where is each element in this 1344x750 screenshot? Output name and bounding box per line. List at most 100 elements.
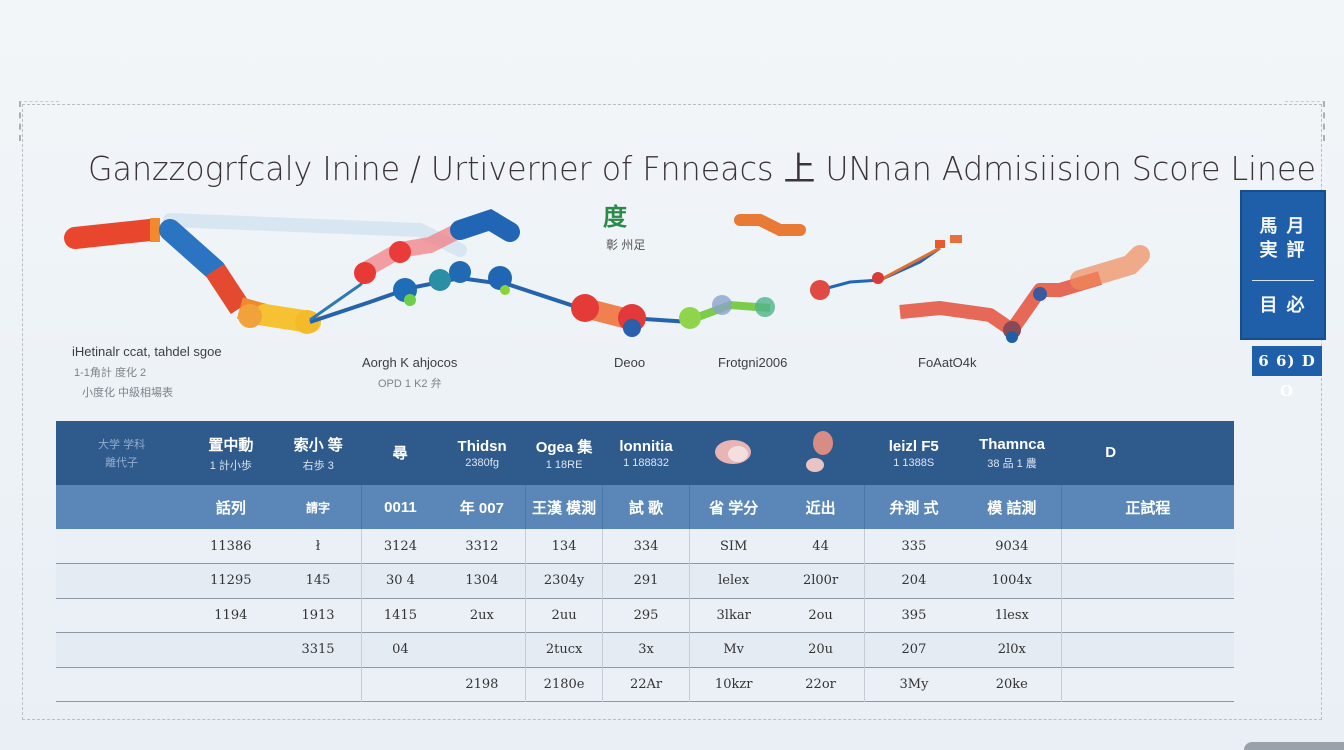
table-cell: 2ux <box>469 607 494 623</box>
table-cell: 22Ar <box>601 667 690 702</box>
table-cell: 1913 <box>301 607 335 623</box>
table-cell <box>56 633 187 668</box>
column-subheader: 正試程 <box>1060 485 1234 529</box>
column-header: 置中動 1 計小歩 <box>208 436 254 472</box>
column-subheader: 話列 <box>215 499 246 517</box>
table-cell: 207 <box>864 632 963 667</box>
table-cell: SIM <box>689 529 778 564</box>
column-header: Thamnca 38 品 1 農 <box>979 435 1045 470</box>
column-subheader: 王漢 模測 <box>525 485 603 529</box>
chart-title: Ganzzogrfcaly Inine / Urtiverner of Fnne… <box>88 149 1317 188</box>
table-cell: 3124 <box>361 529 439 564</box>
table-cell: 1415 <box>361 598 439 633</box>
table-cell <box>1060 598 1234 633</box>
column-header: 尋 <box>392 444 408 462</box>
table-cell: 1lesx <box>994 607 1029 623</box>
table-row: 3315 04 2tucx 3x Mv 20u 207 2l0x <box>56 632 1234 668</box>
table-cell <box>56 598 187 633</box>
table-cell: 2180e <box>525 667 603 702</box>
column-subheader: 年 007 <box>459 499 504 517</box>
column-header: leizl F5 1 1388S <box>888 437 939 469</box>
chart-plot <box>64 209 1150 343</box>
column-subheader: 0011 <box>361 485 439 529</box>
table-cell: 145 <box>305 573 331 589</box>
annotation-label: Deoo <box>614 355 646 370</box>
column-subheader: 近出 <box>805 499 836 517</box>
table-cell: 30 4 <box>361 563 439 598</box>
column-subheader: 請字 <box>305 500 330 515</box>
table-cell <box>187 667 274 702</box>
table-cell <box>187 633 274 668</box>
side-badge-bottom: 目 必 <box>1259 295 1307 315</box>
table-cell: 20ke <box>995 676 1028 692</box>
table-cell: 11295 <box>210 573 252 589</box>
annotation-label: FoAatO4k <box>918 355 977 370</box>
side-code-badge: 6 6) D O <box>1252 346 1322 400</box>
column-header: 大学 学科 離代子 <box>98 439 146 469</box>
table-row: 11386 ł 3124 3312 134 334 SIM 44 335 903… <box>56 529 1234 564</box>
table-cell <box>275 667 362 702</box>
table-row: 11295 145 30 4 1304 2304y 291 lelex 2l00… <box>56 563 1234 599</box>
infographic-frame <box>19 101 1325 720</box>
table-cell: 134 <box>525 529 603 564</box>
annotation-label: iHetinalr ccat, tahdel sgoe <box>72 344 222 359</box>
table-cell: 20u <box>808 642 834 658</box>
table-cell: 2tucx <box>525 632 603 667</box>
annotation-sublabel: OPD 1 K2 弁 <box>378 378 442 390</box>
column-header: D <box>1105 443 1117 461</box>
table-cell <box>56 667 187 702</box>
annotation-label: Aorgh K ahjocos <box>362 355 458 370</box>
table-cell <box>1060 632 1234 667</box>
table-cell <box>56 529 187 564</box>
table-cell: 11386 <box>210 538 252 554</box>
annotation-sublabel: 小度化 中級相場表 <box>82 387 174 399</box>
table-cell <box>438 633 525 668</box>
table-cell: 2ou <box>808 607 833 623</box>
table-cell <box>1060 563 1234 598</box>
table-cell <box>1060 529 1234 564</box>
table-cell: 291 <box>601 563 690 598</box>
table-cell: 295 <box>601 598 690 633</box>
table-cell: 335 <box>864 529 963 564</box>
annotation-label: Frotgni2006 <box>718 355 788 370</box>
annotation-sublabel: 1-1角計 度化 2 <box>74 367 147 379</box>
table-cell: lelex <box>689 563 778 598</box>
table-cell: 2l0x <box>997 642 1026 658</box>
corner-shade-decoration <box>1244 742 1344 750</box>
table-cell: 2304y <box>525 563 603 598</box>
table-subheader-row: 話列 請字 0011 年 007 王漢 模測 試 歌 省 学分 近出 弁測 式 … <box>56 485 1234 529</box>
table-cell: ł <box>315 538 321 554</box>
column-subheader <box>56 485 187 529</box>
small-chart-icon: 度 <box>603 204 627 231</box>
table-cell: 1004x <box>991 573 1032 589</box>
table-cell: 3312 <box>465 538 499 554</box>
table-cell: 3315 <box>301 642 335 658</box>
column-subheader: 省 学分 <box>689 485 778 529</box>
table-cell: 44 <box>812 538 829 554</box>
column-header-decoration <box>690 421 777 485</box>
table-cell: 334 <box>601 529 690 564</box>
column-header: 索小 等右歩 3 <box>293 436 343 472</box>
column-header: lonnitia 1 188832 <box>619 437 673 469</box>
frame-corner-decoration <box>19 101 59 141</box>
column-subheader: 試 歌 <box>601 485 690 529</box>
table-row: 1194 1913 1415 2ux 2uu 295 3lkar 2ou 395… <box>56 598 1234 633</box>
table-header-row: 大学 学科 離代子 置中動 1 計小歩 索小 等右歩 3 尋 Thidsn 2380f… <box>56 421 1234 485</box>
small-chart-label: 彰 州足 <box>606 238 646 252</box>
table-cell: 3My <box>864 667 963 702</box>
table-cell: 3x <box>601 632 690 667</box>
table-cell: 10kzr <box>689 667 778 702</box>
table-cell: 2198 <box>465 676 499 692</box>
side-badge: 馬 月 実 評 目 必 <box>1240 190 1326 340</box>
table-cell: 9034 <box>995 538 1029 554</box>
column-header: Thidsn 2380fg <box>457 437 507 469</box>
table-cell: 04 <box>361 632 439 667</box>
table-cell: 395 <box>864 598 963 633</box>
table-cell: 204 <box>864 563 963 598</box>
blob-icon <box>805 430 833 472</box>
table-cell <box>56 564 187 599</box>
table-row: 2198 2180e 22Ar 10kzr 22or 3My 20ke <box>56 667 1234 702</box>
table-cell: 3lkar <box>689 598 778 633</box>
table-cell: 22or <box>805 676 836 692</box>
